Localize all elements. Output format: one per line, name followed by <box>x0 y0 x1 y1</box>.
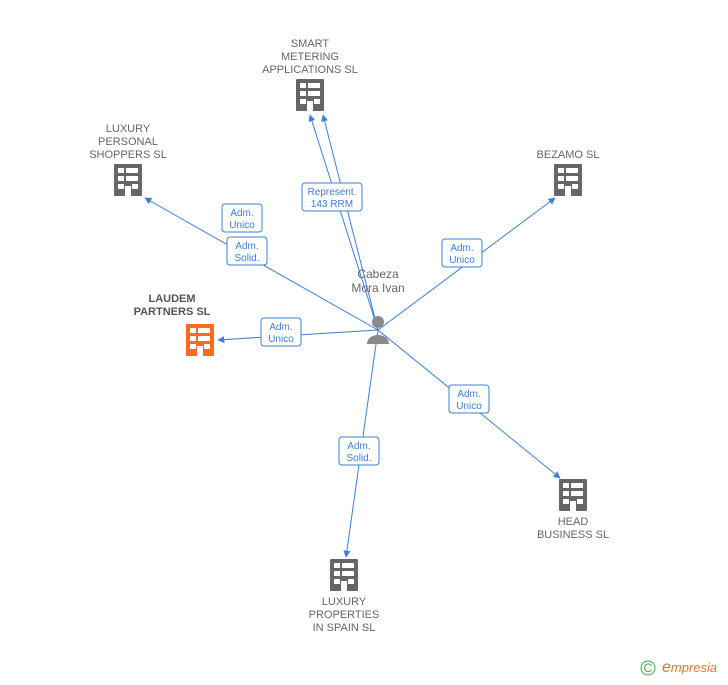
node-label: PARTNERS SL <box>134 306 211 318</box>
building-icon <box>330 559 358 591</box>
node-label: PERSONAL <box>98 136 158 148</box>
node-label: IN SPAIN SL <box>313 622 376 634</box>
relationship-diagram: SMARTMETERINGAPPLICATIONS SLLUXURYPERSON… <box>0 0 728 685</box>
edge-label-text: Solid. <box>346 453 371 464</box>
node-label: METERING <box>281 51 339 63</box>
edge-label-text: Unico <box>456 401 482 412</box>
edge-label-luxury-properties: Adm.Solid. <box>339 437 379 465</box>
edge-label-smart-metering: Represent.143 RRM <box>302 183 362 211</box>
node-label: LUXURY <box>106 123 151 135</box>
node-laudem: LAUDEMPARTNERS SL <box>134 293 214 356</box>
node-bezamo: BEZAMO SL <box>537 149 600 196</box>
edge-label-text: Adm. <box>269 322 292 333</box>
building-icon <box>559 479 587 511</box>
building-icon <box>114 164 142 196</box>
building-icon <box>296 79 324 111</box>
edge-label-text: Adm. <box>450 243 473 254</box>
edge-label-text: Unico <box>229 220 255 231</box>
node-head-business: HEADBUSINESS SL <box>537 479 609 541</box>
node-label: LUXURY <box>322 596 367 608</box>
edge-label-text: Adm. <box>230 208 253 219</box>
edge-label-text: 143 RRM <box>311 199 353 210</box>
node-label: BUSINESS SL <box>537 529 609 541</box>
copyright-symbol: C <box>644 661 653 675</box>
node-luxury-personal-shoppers: LUXURYPERSONALSHOPPERS SL <box>89 123 167 196</box>
node-label: HEAD <box>558 516 589 528</box>
nodes-layer: SMARTMETERINGAPPLICATIONS SLLUXURYPERSON… <box>89 38 609 634</box>
node-label: SMART <box>291 38 330 50</box>
node-luxury-properties: LUXURYPROPERTIESIN SPAIN SL <box>309 559 380 634</box>
node-smart-metering: SMARTMETERINGAPPLICATIONS SL <box>262 38 358 111</box>
edge-label-smart-metering-b: Adm.Solid. <box>227 237 267 265</box>
credit-text: empresia <box>662 659 717 676</box>
node-label: LAUDEM <box>148 293 195 305</box>
center-label: Cabeza <box>357 267 399 281</box>
building-icon <box>186 324 214 356</box>
edge-label-text: Represent. <box>308 187 357 198</box>
edge-label-text: Adm. <box>347 441 370 452</box>
edge-label-text: Solid. <box>234 253 259 264</box>
node-label: APPLICATIONS SL <box>262 64 358 76</box>
center-label: Mora Ivan <box>351 281 404 295</box>
edge-label-laudem: Adm.Unico <box>261 318 301 346</box>
edge-label-head-business: Adm.Unico <box>449 385 489 413</box>
edge-label-luxury-personal-shoppers: Adm.Unico <box>222 204 262 232</box>
edge-smart-metering <box>323 115 378 330</box>
edge-label-text: Adm. <box>235 241 258 252</box>
edge-labels-layer: Adm.UnicoAdm.Solid.Represent.143 RRMAdm.… <box>222 183 489 465</box>
credit: Cempresia <box>641 659 717 676</box>
edge-label-bezamo: Adm.Unico <box>442 239 482 267</box>
edge-label-text: Unico <box>268 334 294 345</box>
edge-label-text: Adm. <box>457 389 480 400</box>
building-icon <box>554 164 582 196</box>
node-label: SHOPPERS SL <box>89 149 167 161</box>
node-label: PROPERTIES <box>309 609 380 621</box>
node-label: BEZAMO SL <box>537 149 600 161</box>
edge-label-text: Unico <box>449 255 475 266</box>
